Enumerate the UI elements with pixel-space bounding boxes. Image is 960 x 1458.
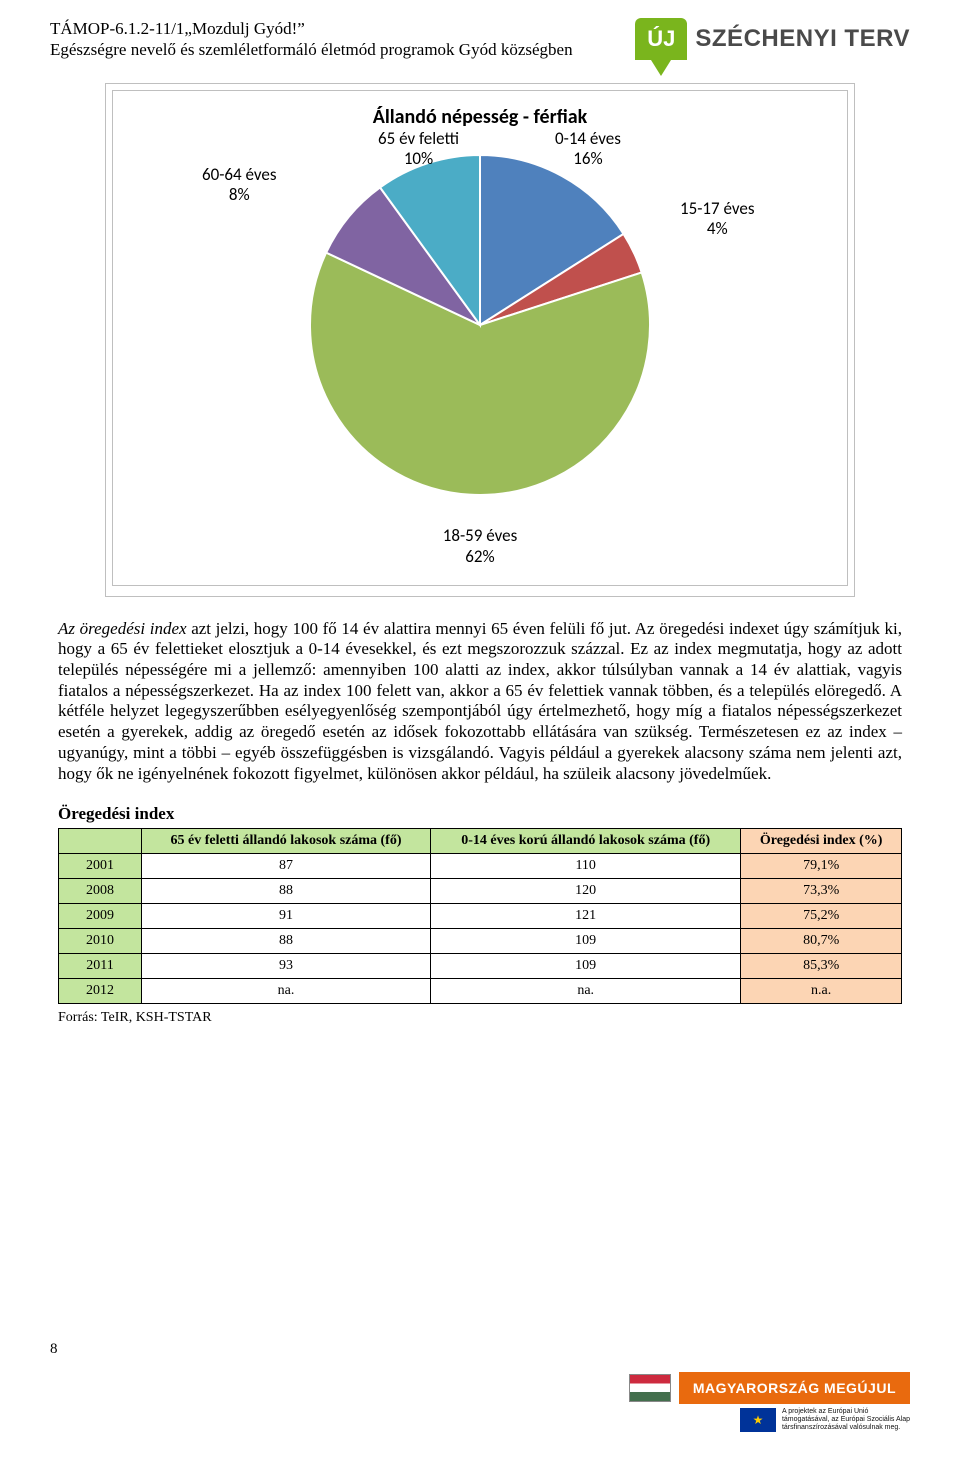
uj-badge: ÚJ — [635, 18, 687, 60]
th-col1: 65 év feletti állandó lakosok száma (fő) — [142, 829, 431, 854]
magyarorszag-megujul-banner: MAGYARORSZÁG MEGÚJUL — [679, 1372, 910, 1404]
table-cell: 109 — [431, 954, 741, 979]
table-cell: 121 — [431, 904, 741, 929]
szechenyi-terv-text: SZÉCHENYI TERV — [695, 25, 910, 53]
table-cell: 93 — [142, 954, 431, 979]
pie-below-label: 18-59 éves 62% — [127, 525, 833, 567]
below-value: 62% — [127, 546, 833, 567]
table-cell: 88 — [142, 879, 431, 904]
table-cell: 80,7% — [741, 929, 902, 954]
chart-title: Állandó népesség - férfiak — [127, 105, 833, 129]
table-cell: 2001 — [59, 854, 142, 879]
table-cell: 110 — [431, 854, 741, 879]
table-cell: 75,2% — [741, 904, 902, 929]
table-cell: 2009 — [59, 904, 142, 929]
header-line-2: Egészségre nevelő és szemléletformáló él… — [50, 39, 573, 60]
header-text-block: TÁMOP-6.1.2-11/1„Mozdulj Gyód!” Egészség… — [50, 18, 573, 61]
table-cell: 120 — [431, 879, 741, 904]
table-cell: 85,3% — [741, 954, 902, 979]
table-title: Öregedési index — [58, 804, 902, 824]
pie-slice-label: 60-64 éves8% — [202, 165, 277, 206]
eu-cofinance-text: A projektek az Európai Unió támogatásáva… — [782, 1408, 910, 1431]
table-cell: na. — [431, 979, 741, 1004]
aging-index-table: 65 év feletti állandó lakosok száma (fő)… — [58, 828, 902, 1004]
pie-chart: 0-14 éves16%15-17 éves4%60-64 éves8%65 é… — [160, 135, 800, 515]
table-cell: 2008 — [59, 879, 142, 904]
table-cell: 87 — [142, 854, 431, 879]
table-row: 20108810980,7% — [59, 929, 902, 954]
table-cell: 2011 — [59, 954, 142, 979]
eu-cofinance-block: ★ A projektek az Európai Unió támogatásá… — [740, 1408, 910, 1432]
pie-slice-label: 0-14 éves16% — [555, 129, 621, 170]
table-cell: 91 — [142, 904, 431, 929]
table-cell: 2010 — [59, 929, 142, 954]
th-year — [59, 829, 142, 854]
eu-flag-icon: ★ — [740, 1408, 776, 1432]
table-cell: 73,3% — [741, 879, 902, 904]
table-row: 20119310985,3% — [59, 954, 902, 979]
table-cell: 88 — [142, 929, 431, 954]
th-col2: 0-14 éves korú állandó lakosok száma (fő… — [431, 829, 741, 854]
table-source: Forrás: TeIR, KSH-TSTAR — [58, 1010, 902, 1026]
table-cell: na. — [142, 979, 431, 1004]
szechenyi-logo: ÚJ SZÉCHENYI TERV — [635, 18, 910, 60]
table-cell: 79,1% — [741, 854, 902, 879]
paragraph-lead: Az öregedési index — [58, 619, 187, 638]
header-line-1: TÁMOP-6.1.2-11/1„Mozdulj Gyód!” — [50, 18, 573, 39]
below-name: 18-59 éves — [127, 525, 833, 546]
pie-slice-label: 15-17 éves4% — [680, 199, 755, 240]
table-cell: n.a. — [741, 979, 902, 1004]
th-col3: Öregedési index (%) — [741, 829, 902, 854]
table-row: 2012na.na.n.a. — [59, 979, 902, 1004]
page-header: TÁMOP-6.1.2-11/1„Mozdulj Gyód!” Egészség… — [50, 18, 910, 61]
pie-chart-container: Állandó népesség - férfiak 0-14 éves16% 1… — [105, 83, 855, 597]
footer-banner: MAGYARORSZÁG MEGÚJUL ★ A projektek az Eu… — [629, 1372, 910, 1432]
hungary-flag-icon — [629, 1374, 671, 1402]
table-cell: 2012 — [59, 979, 142, 1004]
table-cell: 109 — [431, 929, 741, 954]
table-header-row: 65 év feletti állandó lakosok száma (fő)… — [59, 829, 902, 854]
table-row: 20018711079,1% — [59, 854, 902, 879]
body-paragraph: Az öregedési index azt jelzi, hogy 100 f… — [58, 619, 902, 785]
page-number: 8 — [50, 1341, 58, 1358]
table-row: 20099112175,2% — [59, 904, 902, 929]
table-row: 20088812073,3% — [59, 879, 902, 904]
pie-labels-layer: 0-14 éves16%15-17 éves4%60-64 éves8%65 é… — [160, 135, 800, 515]
pie-slice-label: 65 év feletti10% — [378, 129, 459, 170]
